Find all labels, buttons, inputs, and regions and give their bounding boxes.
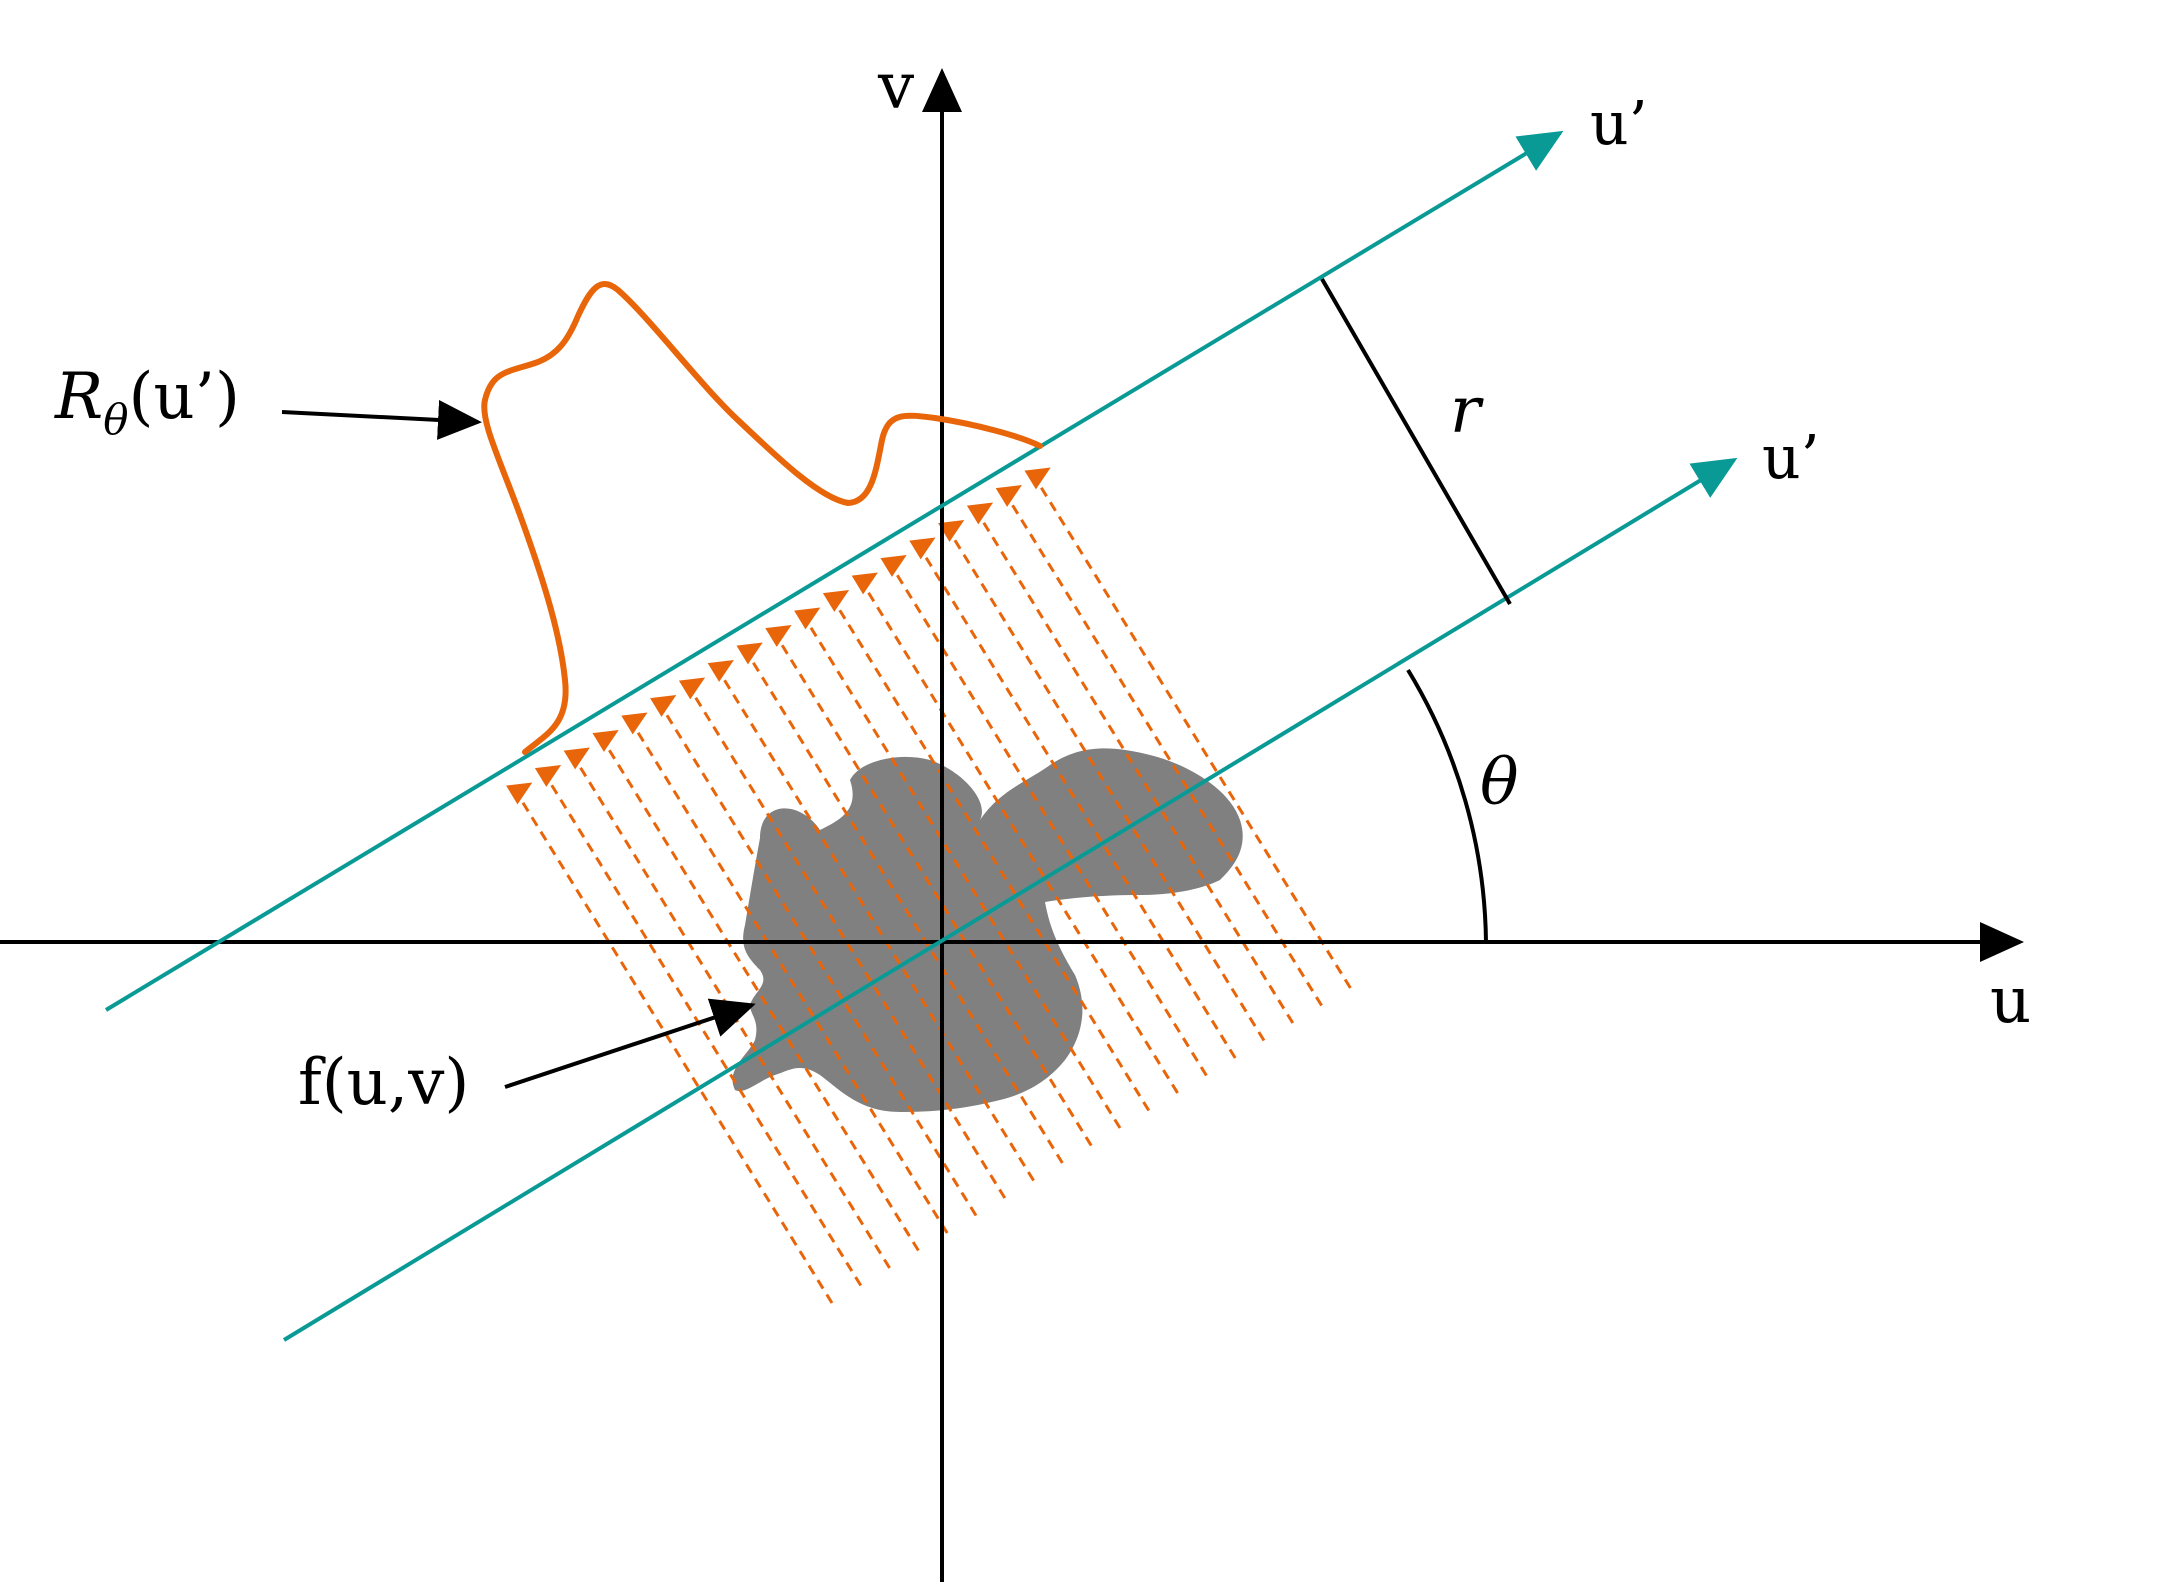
projection-ray [547, 779, 863, 1287]
object-label-pointer [504, 998, 756, 1089]
projection-ray-arrowhead [765, 625, 792, 647]
projection-ray-arrowhead [563, 747, 590, 770]
projection-ray [950, 534, 1266, 1042]
projection-ray-arrowhead [822, 590, 850, 612]
projection-ray [921, 552, 1237, 1059]
projection-ray [979, 517, 1295, 1024]
projection-ray-arrowhead [707, 660, 734, 682]
u-prime-upper-label: u’ [1590, 89, 1648, 159]
projection-label-pointer [281, 399, 482, 440]
projection-ray-arrowhead [736, 642, 763, 665]
object-blob [732, 748, 1243, 1112]
projection-ray [662, 709, 978, 1217]
projection-label-symbol: R [54, 360, 103, 434]
projection-ray [1037, 482, 1352, 989]
projection-ray [893, 569, 1208, 1077]
projection-ray-arrowhead [621, 712, 648, 735]
object-label: f(u,v) [298, 1046, 469, 1120]
projection-ray [806, 622, 1122, 1129]
projection-ray [518, 797, 834, 1304]
u-prime-axis-lower [282, 457, 1738, 1342]
projection-ray [864, 587, 1179, 1094]
projection-ray [1008, 499, 1323, 1007]
projection-ray-arrowhead [592, 730, 619, 752]
r-distance-line [1320, 277, 1512, 606]
projection-ray [720, 674, 1035, 1182]
projection-ray-arrowhead [880, 555, 907, 577]
projection-ray-arrowhead [534, 765, 562, 787]
projection-ray-arrowhead [995, 485, 1022, 507]
projection-ray-arrowhead [909, 537, 936, 560]
projection-ray-arrowhead [1024, 467, 1051, 490]
projection-ray [605, 744, 920, 1252]
u-axis-label: u [1990, 964, 2031, 1038]
projection-ray [749, 657, 1064, 1164]
projection-ray-arrowhead [678, 677, 706, 700]
projection-label-argument: (u’) [128, 360, 240, 434]
projection-label-subscript: θ [103, 395, 128, 444]
projection-ray [633, 727, 949, 1234]
projection-rays [518, 482, 1352, 1304]
projection-ray [691, 692, 1007, 1199]
projection-ray-arrowheads [506, 467, 1051, 805]
projection-ray-arrowhead [938, 520, 965, 542]
projection-ray-arrowhead [966, 502, 994, 525]
theta-arc [1406, 668, 1488, 943]
projection-ray-arrowhead [851, 572, 878, 595]
projection-ray-arrowhead [506, 782, 533, 805]
projection-profile-curve [481, 281, 1043, 755]
projection-label: Rθ(u’) [54, 360, 240, 444]
u-prime-lower-label: u’ [1762, 423, 1820, 493]
r-label: r [1450, 374, 1484, 448]
projection-ray-arrowhead [650, 695, 677, 717]
v-axis-label: v [877, 50, 914, 124]
u-prime-axis-upper [104, 130, 1564, 1012]
theta-label: θ [1480, 746, 1519, 820]
projection-ray [777, 639, 1093, 1147]
projection-ray [835, 604, 1151, 1112]
projection-ray-arrowhead [794, 607, 821, 630]
